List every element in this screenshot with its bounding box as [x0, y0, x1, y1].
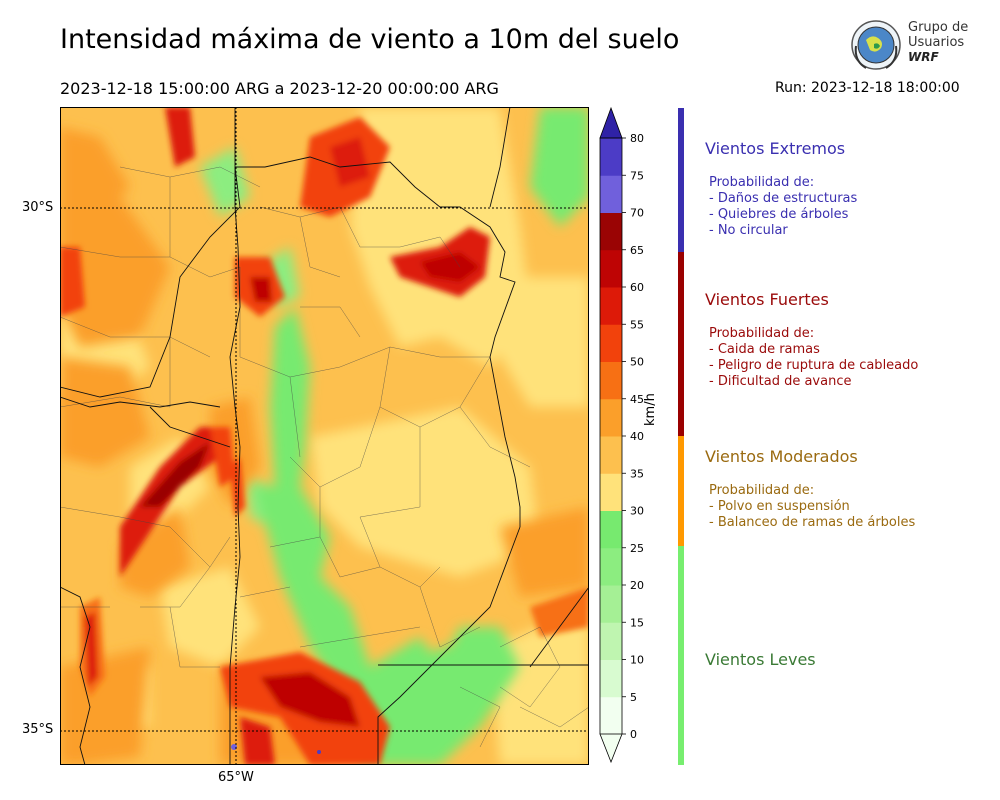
- category-line: - Polvo en suspensión: [709, 499, 850, 514]
- category-line: - Quiebres de árboles: [709, 207, 849, 222]
- category-extremos: Vientos Extremos Probabilidad de: - Daño…: [705, 139, 857, 239]
- wind-speed-map: [60, 107, 589, 765]
- logo-text-line3: WRF: [908, 50, 939, 64]
- category-line: - Daños de estructuras: [709, 191, 858, 206]
- colorbar-cell: [600, 361, 622, 400]
- admin-boundaries: [60, 166, 589, 748]
- colorbar-tick-label: 45: [630, 393, 644, 406]
- extremos-color-bar: [678, 108, 684, 252]
- run-time: Run: 2023-12-18 18:00:00: [775, 80, 960, 96]
- latitude-label-30s: 30°S: [22, 200, 54, 215]
- category-line: Probabilidad de:: [709, 175, 815, 190]
- chart-title: Intensidad máxima de viento a 10m del su…: [60, 24, 680, 55]
- category-fuertes: Vientos Fuertes Probabilidad de: - Caida…: [705, 290, 918, 390]
- category-moderados: Vientos Moderados Probabilidad de: - Pol…: [705, 447, 915, 531]
- colorbar-cell: [600, 696, 622, 735]
- category-line: - No circular: [709, 223, 788, 238]
- graticule-lines: [60, 107, 589, 765]
- yellow-moderate-zones: [60, 107, 589, 765]
- category-leves-title: Vientos Leves: [705, 650, 816, 669]
- colorbar-cell: [600, 585, 622, 623]
- category-line: - Caida de ramas: [709, 342, 820, 357]
- latitude-label-35s: 35°S: [22, 722, 54, 737]
- colorbar-cell: [600, 249, 622, 288]
- colorbar-tick-label: 35: [630, 467, 644, 480]
- colorbar-tick-label: 50: [630, 356, 644, 369]
- fuertes-color-bar: [678, 252, 684, 436]
- category-line: - Peligro de ruptura de cableado: [709, 358, 919, 373]
- logo-text-line1: Grupo de: [908, 20, 969, 35]
- category-leves: Vientos Leves: [705, 650, 816, 669]
- colorbar-cell: [600, 436, 622, 474]
- colorbar-tick-label: 25: [630, 542, 644, 555]
- colorbar-cell: [600, 138, 622, 176]
- colorbar-cell: [600, 324, 622, 362]
- colorbar-tick-label: 30: [630, 505, 644, 518]
- colorbar-tick-label: 5: [630, 691, 637, 704]
- category-extremos-body: Probabilidad de: - Daños de estructuras …: [705, 175, 857, 239]
- colorbar-tick-label: 60: [630, 281, 644, 294]
- map-frame: [60, 107, 589, 765]
- colorbar-tick-label: 80: [630, 132, 644, 145]
- colorbar-tick-label: 20: [630, 579, 644, 592]
- colorbar-tick-label: 40: [630, 430, 644, 443]
- colorbar-cell: [600, 510, 622, 549]
- colorbar-unit-label: km/h: [643, 393, 658, 426]
- moderados-color-bar: [678, 436, 684, 546]
- grupo-usuarios-wrf-logo: Grupo de Usuarios WRF: [848, 16, 972, 74]
- category-fuertes-body: Probabilidad de: - Caida de ramas - Peli…: [705, 326, 918, 390]
- category-line: Probabilidad de:: [709, 326, 815, 341]
- colorbar-cell: [600, 287, 622, 325]
- forecast-period: 2023-12-18 15:00:00 ARG a 2023-12-20 00:…: [60, 79, 499, 98]
- globe-emblem-icon: [851, 20, 901, 70]
- colorbar-tick-label: 15: [630, 616, 644, 629]
- colorbar-cell: [600, 622, 622, 660]
- colorbar-cell: [600, 659, 622, 698]
- red-strong-zones: [60, 107, 589, 765]
- colorbar-cells: [599, 106, 623, 764]
- colorbar-cell: [600, 473, 622, 511]
- province-boundaries: [60, 107, 589, 765]
- category-fuertes-title: Vientos Fuertes: [705, 290, 829, 309]
- colorbar-cell: [600, 175, 622, 213]
- category-moderados-title: Vientos Moderados: [705, 447, 858, 466]
- colorbar-tick-label: 70: [630, 207, 644, 220]
- colorbar-cell: [600, 547, 622, 586]
- colorbar-tick-label: 55: [630, 318, 644, 331]
- logo-text-line2: Usuarios: [908, 35, 965, 50]
- category-line: Probabilidad de:: [709, 483, 815, 498]
- colorbar-tick-label: 75: [630, 169, 644, 182]
- category-line: - Balanceo de ramas de árboles: [709, 515, 916, 530]
- colorbar-max-triangle: [599, 106, 623, 139]
- wind-speed-colorbar: 0 5 10 15 20 25 30 35 40 45 50 55 60 65 70 75 80: [599, 106, 644, 764]
- colorbar-tick-label: 0: [630, 728, 637, 741]
- colorbar-ticks: 0 5 10 15 20 25 30 35 40 45 50 55 60 65 70 75 80: [622, 132, 644, 741]
- category-extremos-title: Vientos Extremos: [705, 139, 846, 158]
- leves-color-bar: [678, 546, 684, 765]
- colorbar-cell: [600, 212, 622, 251]
- category-moderados-body: Probabilidad de: - Polvo en suspensión -…: [705, 483, 915, 531]
- colorbar-tick-label: 10: [630, 654, 644, 667]
- colorbar-min-triangle: [599, 733, 623, 764]
- category-line: - Dificultad de avance: [709, 374, 852, 389]
- longitude-label-65w: 65°W: [218, 770, 254, 785]
- colorbar-tick-label: 65: [630, 244, 644, 257]
- colorbar-cell: [600, 398, 622, 437]
